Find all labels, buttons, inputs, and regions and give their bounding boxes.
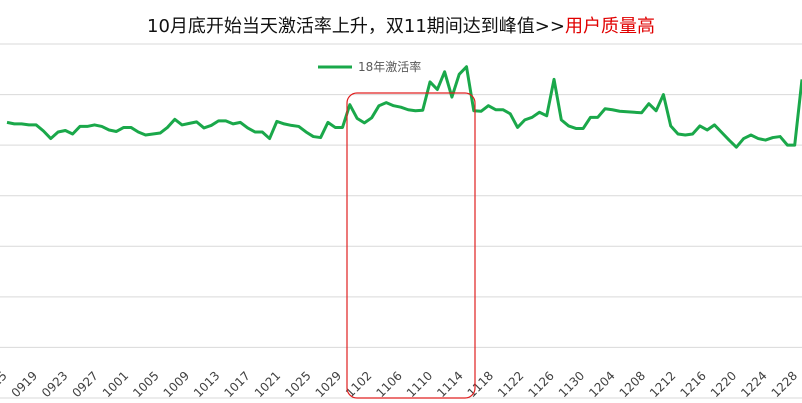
- chart-title: 10月底开始当天激活率上升，双11期间达到峰值>>用户质量高: [0, 12, 802, 38]
- x-tick-label: 1126: [525, 369, 556, 400]
- x-tick-label: 1114: [434, 369, 465, 400]
- title-main: 10月底开始当天激活率上升，双11期间达到峰值>>: [147, 16, 565, 37]
- x-tick-label: 1228: [769, 369, 800, 400]
- x-tick-label: 1021: [252, 369, 283, 400]
- x-tick-label: 0919: [9, 369, 40, 400]
- x-tick-label: 1110: [404, 369, 435, 400]
- x-tick-label: 1013: [191, 369, 222, 400]
- gridlines: [0, 43, 802, 399]
- x-tick-label: 1220: [708, 369, 739, 400]
- x-tick-label: 1224: [738, 369, 769, 400]
- x-tick-label: 1212: [647, 369, 678, 400]
- x-tick-label: 1001: [100, 369, 131, 400]
- x-tick-label: 1106: [373, 369, 404, 400]
- x-tick-label: 1005: [130, 369, 161, 400]
- legend-label: 18年激活率: [358, 59, 421, 74]
- title-highlight: 用户质量高: [564, 16, 655, 37]
- x-tick-label: 1017: [221, 369, 252, 400]
- x-tick-label: 0927: [69, 369, 100, 400]
- x-tick-label: 1009: [161, 369, 192, 400]
- x-tick-label: 1029: [313, 369, 344, 400]
- highlight-box: [346, 92, 476, 399]
- legend: 18年激活率: [318, 59, 421, 74]
- x-tick-label: 1208: [617, 369, 648, 400]
- x-axis-tick-labels: 0915091909230927100110051009101310171021…: [0, 369, 800, 400]
- x-tick-label: 1102: [343, 369, 374, 400]
- x-tick-label: 0915: [0, 369, 10, 400]
- x-tick-label: 1130: [556, 369, 587, 400]
- x-tick-label: 1118: [465, 369, 496, 400]
- x-tick-label: 1216: [677, 369, 708, 400]
- x-tick-label: 1025: [282, 369, 313, 400]
- series-line: [6, 65, 802, 149]
- x-tick-label: 1122: [495, 369, 526, 400]
- x-tick-label: 0923: [39, 369, 70, 400]
- series-lines: [6, 65, 802, 149]
- x-tick-label: 1204: [586, 369, 617, 400]
